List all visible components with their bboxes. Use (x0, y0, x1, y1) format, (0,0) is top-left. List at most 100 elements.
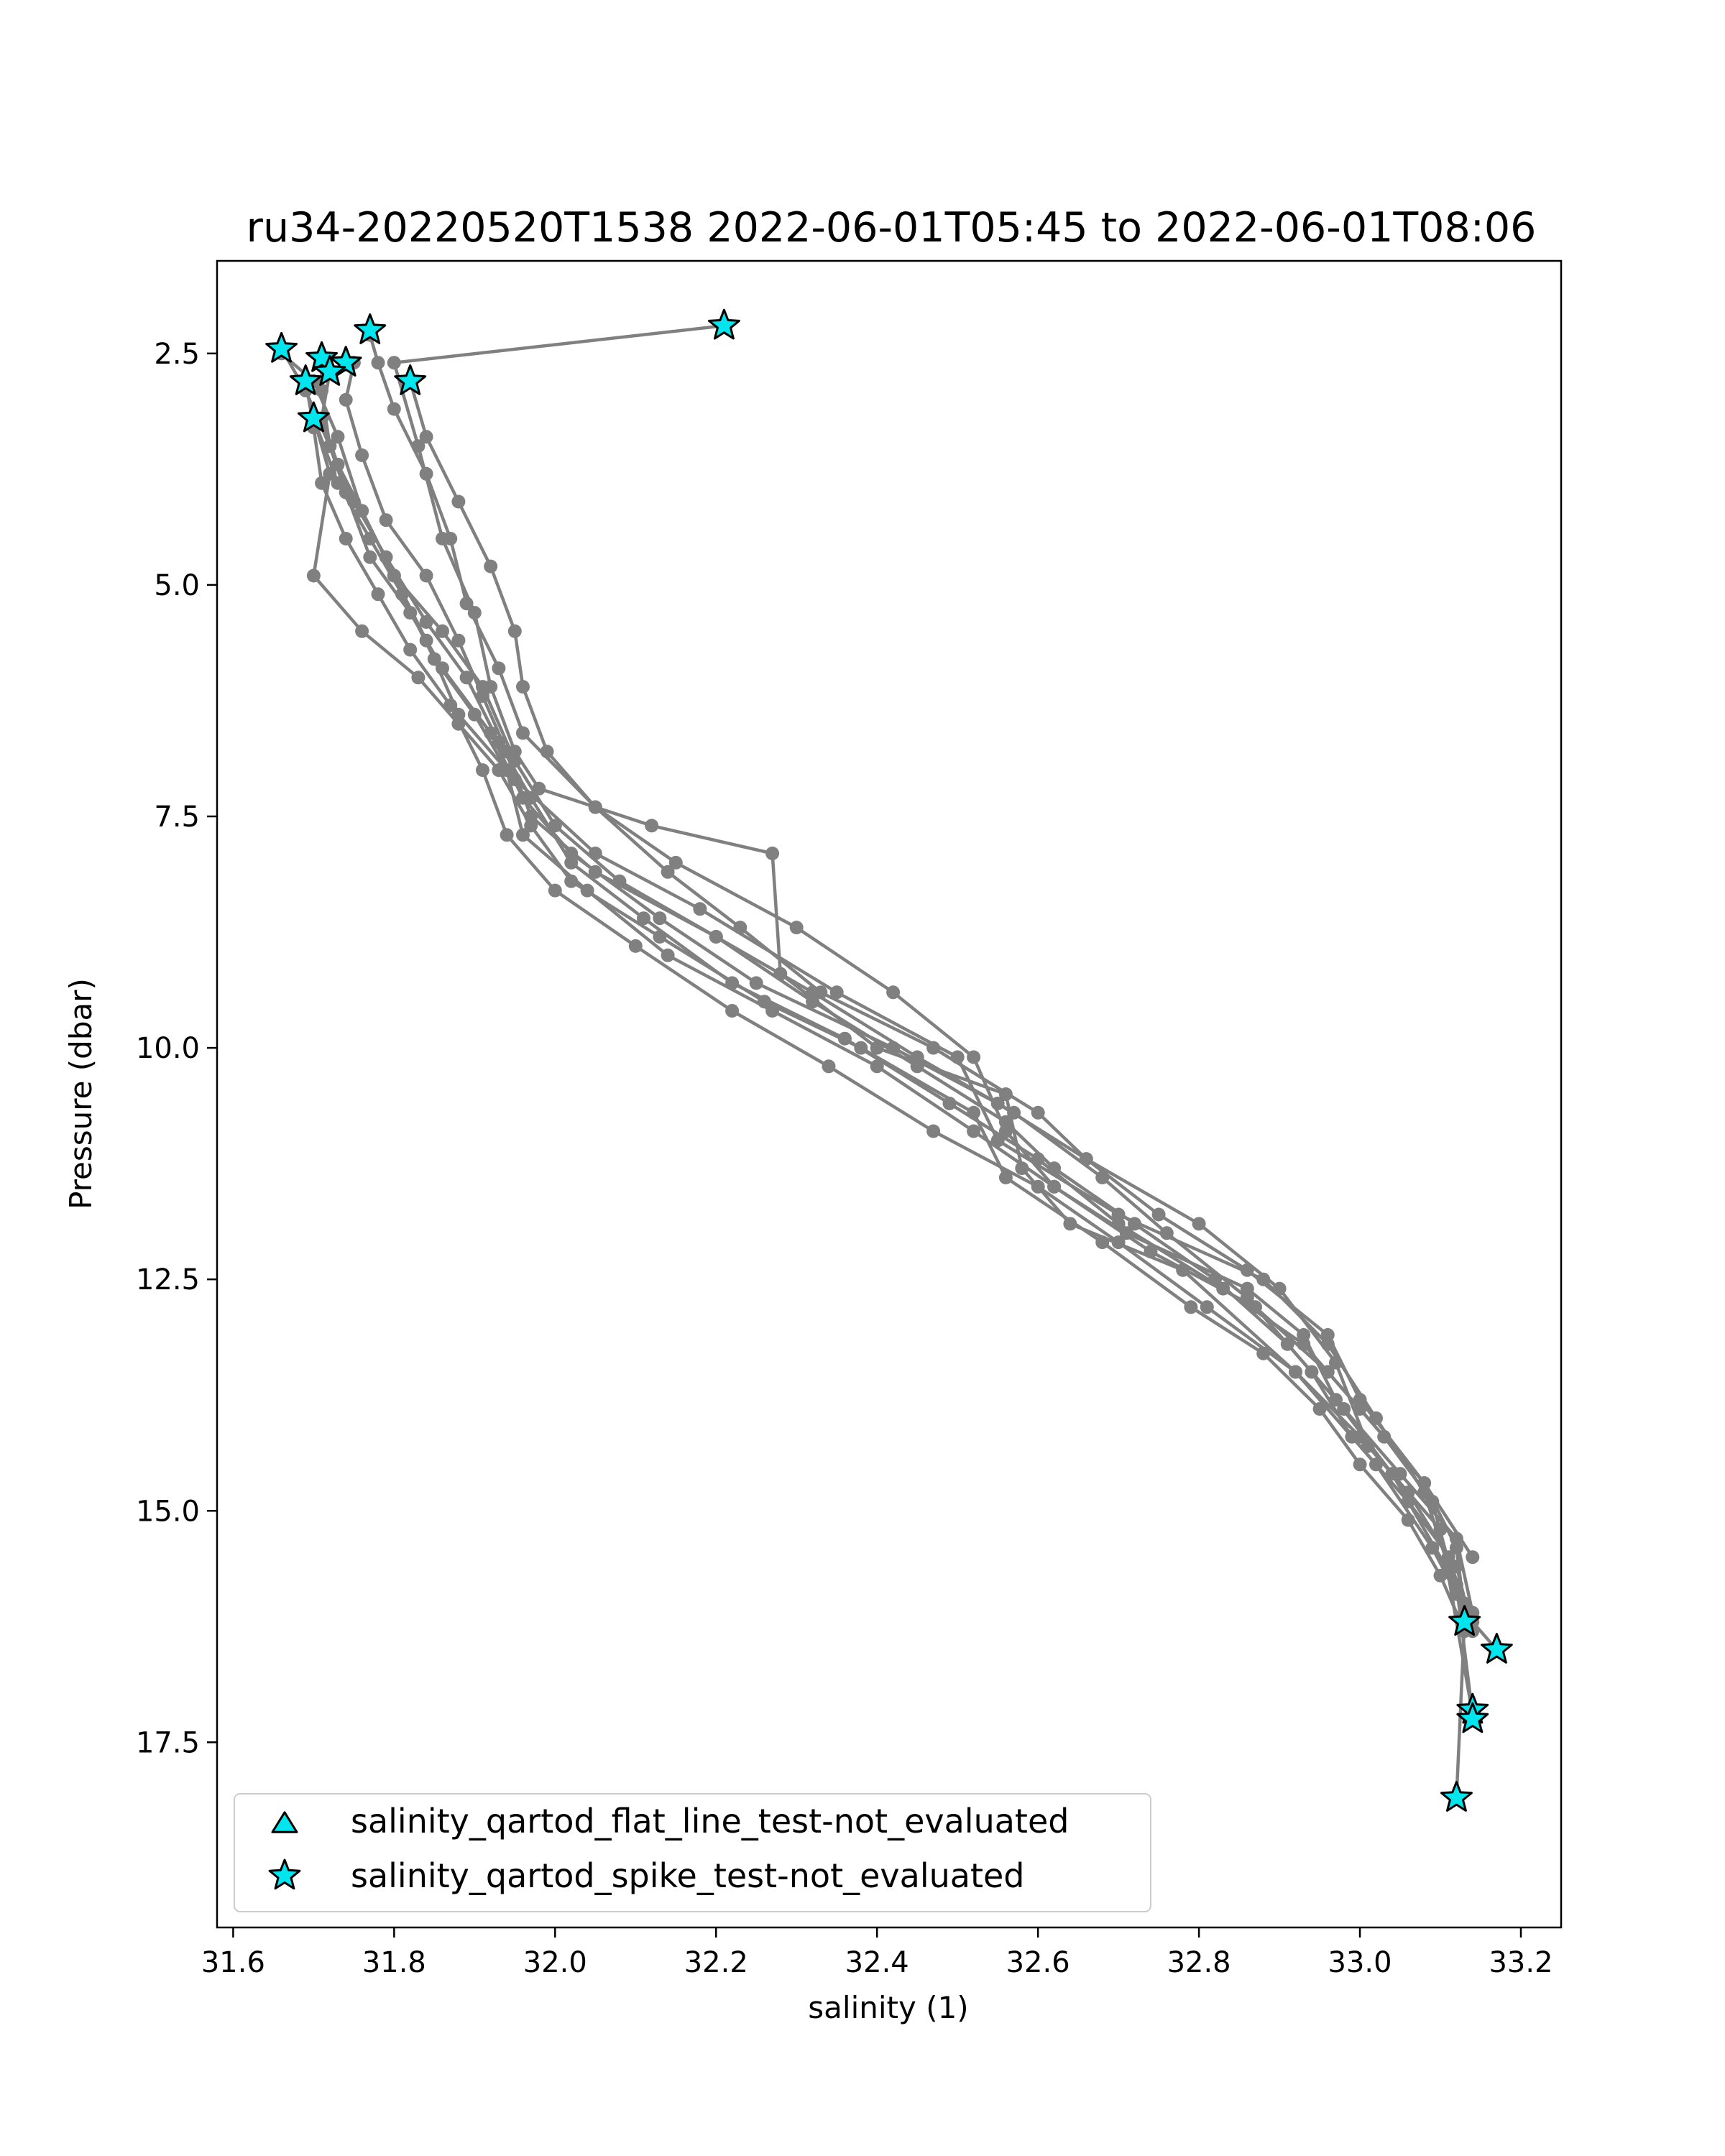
data-point (1289, 1365, 1302, 1379)
data-point (492, 735, 506, 750)
data-point (1240, 1281, 1254, 1296)
profile-line-1 (392, 323, 1499, 1651)
data-point (371, 356, 385, 370)
data-point (998, 1171, 1013, 1184)
data-point (419, 466, 433, 481)
data-point (1095, 1235, 1110, 1250)
data-point (645, 819, 659, 833)
profile-line-8 (344, 362, 1474, 1613)
data-point (1144, 1245, 1158, 1258)
data-point (387, 402, 401, 416)
data-point (1377, 1429, 1392, 1444)
spike-test-marker (289, 364, 322, 395)
y-axis-label: Pressure (dbar) (63, 978, 98, 1210)
data-point (436, 624, 449, 638)
data-point (910, 1059, 924, 1074)
data-point (1079, 1152, 1093, 1166)
flag-markers (265, 308, 1513, 1812)
x-axis: 31.6 31.8 32.0 32.2 32.4 32.6 32.8 33.0 33.2 (201, 1927, 1553, 1979)
data-point (967, 1050, 981, 1064)
data-point (331, 430, 345, 444)
data-point (709, 930, 723, 944)
data-point (1256, 1346, 1271, 1360)
profile-line-9 (408, 380, 1474, 1558)
data-point (765, 847, 780, 860)
data-point (1047, 1161, 1062, 1176)
profile-line-5 (303, 381, 1466, 1604)
data-point (476, 763, 489, 778)
y-tick-label: 12.5 (136, 1263, 200, 1296)
x-tick-label: 32.2 (684, 1946, 748, 1979)
profile-line-7 (368, 334, 1475, 1715)
data-point (661, 948, 675, 962)
data-point (492, 661, 506, 676)
data-point (459, 596, 474, 611)
data-point (451, 717, 466, 731)
plot-area (265, 308, 1513, 1812)
data-point (443, 532, 458, 545)
data-point (967, 1124, 981, 1138)
data-point (363, 550, 377, 564)
y-tick-label: 17.5 (136, 1726, 200, 1759)
data-point (837, 1031, 852, 1046)
data-point (524, 791, 538, 805)
data-point (1337, 1402, 1351, 1416)
data-point (419, 615, 433, 629)
data-point (451, 633, 466, 648)
data-point (1393, 1467, 1407, 1481)
data-point (1031, 1179, 1045, 1194)
data-point (564, 855, 579, 870)
data-point (500, 828, 514, 842)
data-point (427, 652, 441, 666)
data-point (1312, 1402, 1327, 1416)
spike-test-marker (1440, 1781, 1473, 1812)
data-point (306, 568, 321, 583)
data-point (459, 671, 474, 685)
data-point (1401, 1513, 1415, 1527)
data-point (1159, 1226, 1174, 1240)
legend-label: salinity_qartod_flat_line_test-not_evalu… (351, 1802, 1069, 1841)
data-point (822, 1059, 836, 1074)
data-point (733, 921, 748, 935)
data-point (1320, 1328, 1335, 1342)
x-tick-label: 32.6 (1006, 1946, 1070, 1979)
data-point (693, 902, 707, 916)
data-point (806, 995, 820, 1009)
data-point (765, 1004, 780, 1018)
data-point (789, 921, 804, 935)
spike-test-marker (297, 401, 330, 433)
data-point (516, 680, 530, 694)
data-point (588, 800, 602, 814)
x-tick-label: 31.8 (362, 1946, 426, 1979)
data-point (1433, 1568, 1448, 1583)
data-point (1248, 1300, 1262, 1314)
data-point (403, 642, 418, 657)
spike-test-marker (1456, 1702, 1489, 1733)
data-point (870, 1059, 884, 1074)
data-point (725, 1004, 740, 1018)
data-point (363, 532, 377, 545)
data-point (1031, 1152, 1045, 1166)
x-tick-label: 32.0 (523, 1946, 587, 1979)
data-point (637, 911, 650, 926)
data-point (1128, 1217, 1141, 1231)
legend-star-icon (268, 1858, 301, 1890)
data-point (580, 883, 594, 898)
spike-test-marker (313, 355, 346, 386)
data-point (516, 828, 530, 842)
x-tick-label: 32.8 (1167, 1946, 1231, 1979)
data-point (1047, 1179, 1062, 1194)
data-point (926, 1041, 941, 1055)
plot-frame (216, 259, 1563, 1929)
y-tick-label: 5.0 (154, 569, 200, 602)
data-point (540, 745, 554, 759)
data-point (1449, 1541, 1463, 1555)
data-point (315, 476, 329, 490)
data-point (1031, 1105, 1045, 1120)
data-point (355, 448, 369, 462)
data-point (1200, 1300, 1214, 1314)
data-point (331, 476, 345, 490)
y-axis: 2.5 5.0 7.5 10.0 12.5 15.0 17.5 (136, 338, 217, 1759)
spike-test-marker (265, 331, 298, 363)
